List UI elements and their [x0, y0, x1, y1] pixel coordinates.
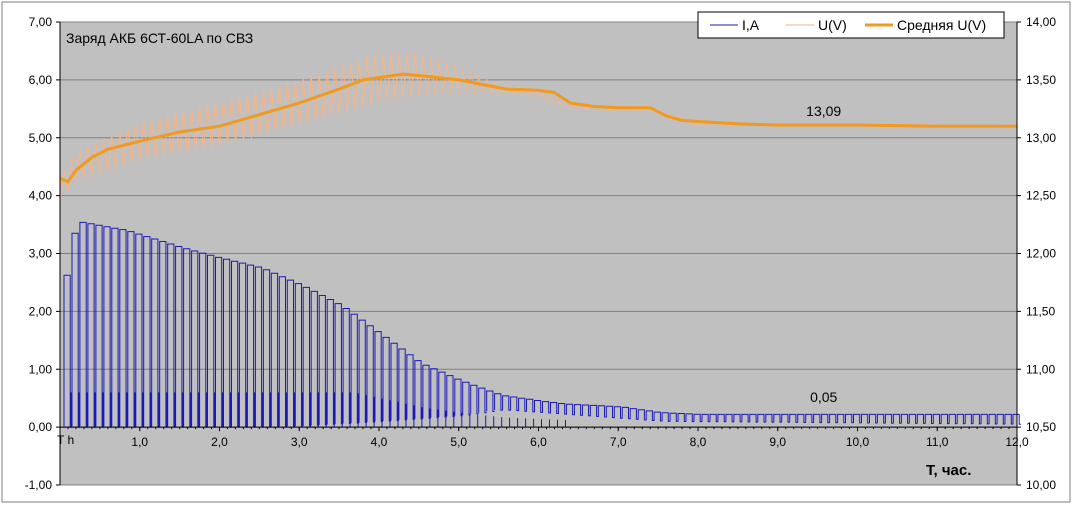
y-right-tick-label: 10,00 — [1026, 478, 1056, 492]
axes-layer — [56, 21, 1021, 486]
x-tick-label: 12,0 — [1005, 435, 1029, 449]
x-axis-title: T, час. — [926, 462, 971, 479]
y-left-tick-label: 0,00 — [29, 420, 53, 434]
series-layer — [59, 53, 1021, 428]
y-right-tick-label: 10,50 — [1026, 420, 1056, 434]
y-left-tick-label: 2,00 — [29, 304, 53, 318]
y-right-tick-label: 11,00 — [1026, 362, 1055, 376]
legend-label: I,A — [742, 17, 760, 33]
labels-layer: 7,00 6,00 5,00 4,00 3,00 2,00 1,00 0,00 -1,00 14,… — [25, 15, 1057, 492]
data-annotation: 0,05 — [810, 389, 837, 405]
y-right-tick-label: 12,50 — [1026, 189, 1056, 203]
legend-label: Средняя U(V) — [897, 17, 986, 33]
x-tick-label: 4,0 — [371, 435, 388, 449]
data-annotation: 13,09 — [806, 103, 841, 119]
y-left-tick-label: 3,00 — [29, 247, 53, 261]
legend-label: U(V) — [818, 17, 847, 33]
x-tick-label: 2,0 — [211, 435, 228, 449]
y-right-tick-label: 14,00 — [1026, 15, 1056, 29]
x-tick-label: 6,0 — [530, 435, 547, 449]
x-tick-label: 9,0 — [769, 435, 786, 449]
chart-title: Заряд АКБ 6СТ-60LA по СВЗ — [66, 30, 253, 46]
series-average-voltage — [59, 72, 1017, 184]
y-left-tick-label: 5,00 — [29, 131, 53, 145]
x-tick-label: 10,0 — [846, 435, 870, 449]
legend-box — [697, 11, 1005, 39]
y-left-tick-label: 4,00 — [29, 189, 53, 203]
y-right-tick-label: 12,00 — [1026, 247, 1056, 261]
y-left-tick-label: 7,00 — [29, 15, 53, 29]
y-right-tick-label: 11,50 — [1026, 304, 1055, 318]
y-right-tick-label: 13,00 — [1026, 131, 1056, 145]
x-tick-label: 3,0 — [291, 435, 308, 449]
x-origin-label: T h — [57, 433, 74, 447]
y-right-tick-label: 13,50 — [1026, 73, 1056, 87]
legend: I,A U(V) Средняя U(V) — [697, 11, 1005, 39]
series-current — [63, 221, 1021, 428]
y-left-tick-label: -1,00 — [25, 478, 53, 492]
x-tick-label: 5,0 — [450, 435, 467, 449]
x-tick-label: 8,0 — [690, 435, 707, 449]
x-tick-label: 1,0 — [131, 435, 148, 449]
y-left-tick-label: 6,00 — [29, 73, 53, 87]
x-tick-label: 11,0 — [926, 435, 949, 449]
y-left-tick-label: 1,00 — [29, 362, 53, 376]
x-tick-label: 7,0 — [610, 435, 627, 449]
